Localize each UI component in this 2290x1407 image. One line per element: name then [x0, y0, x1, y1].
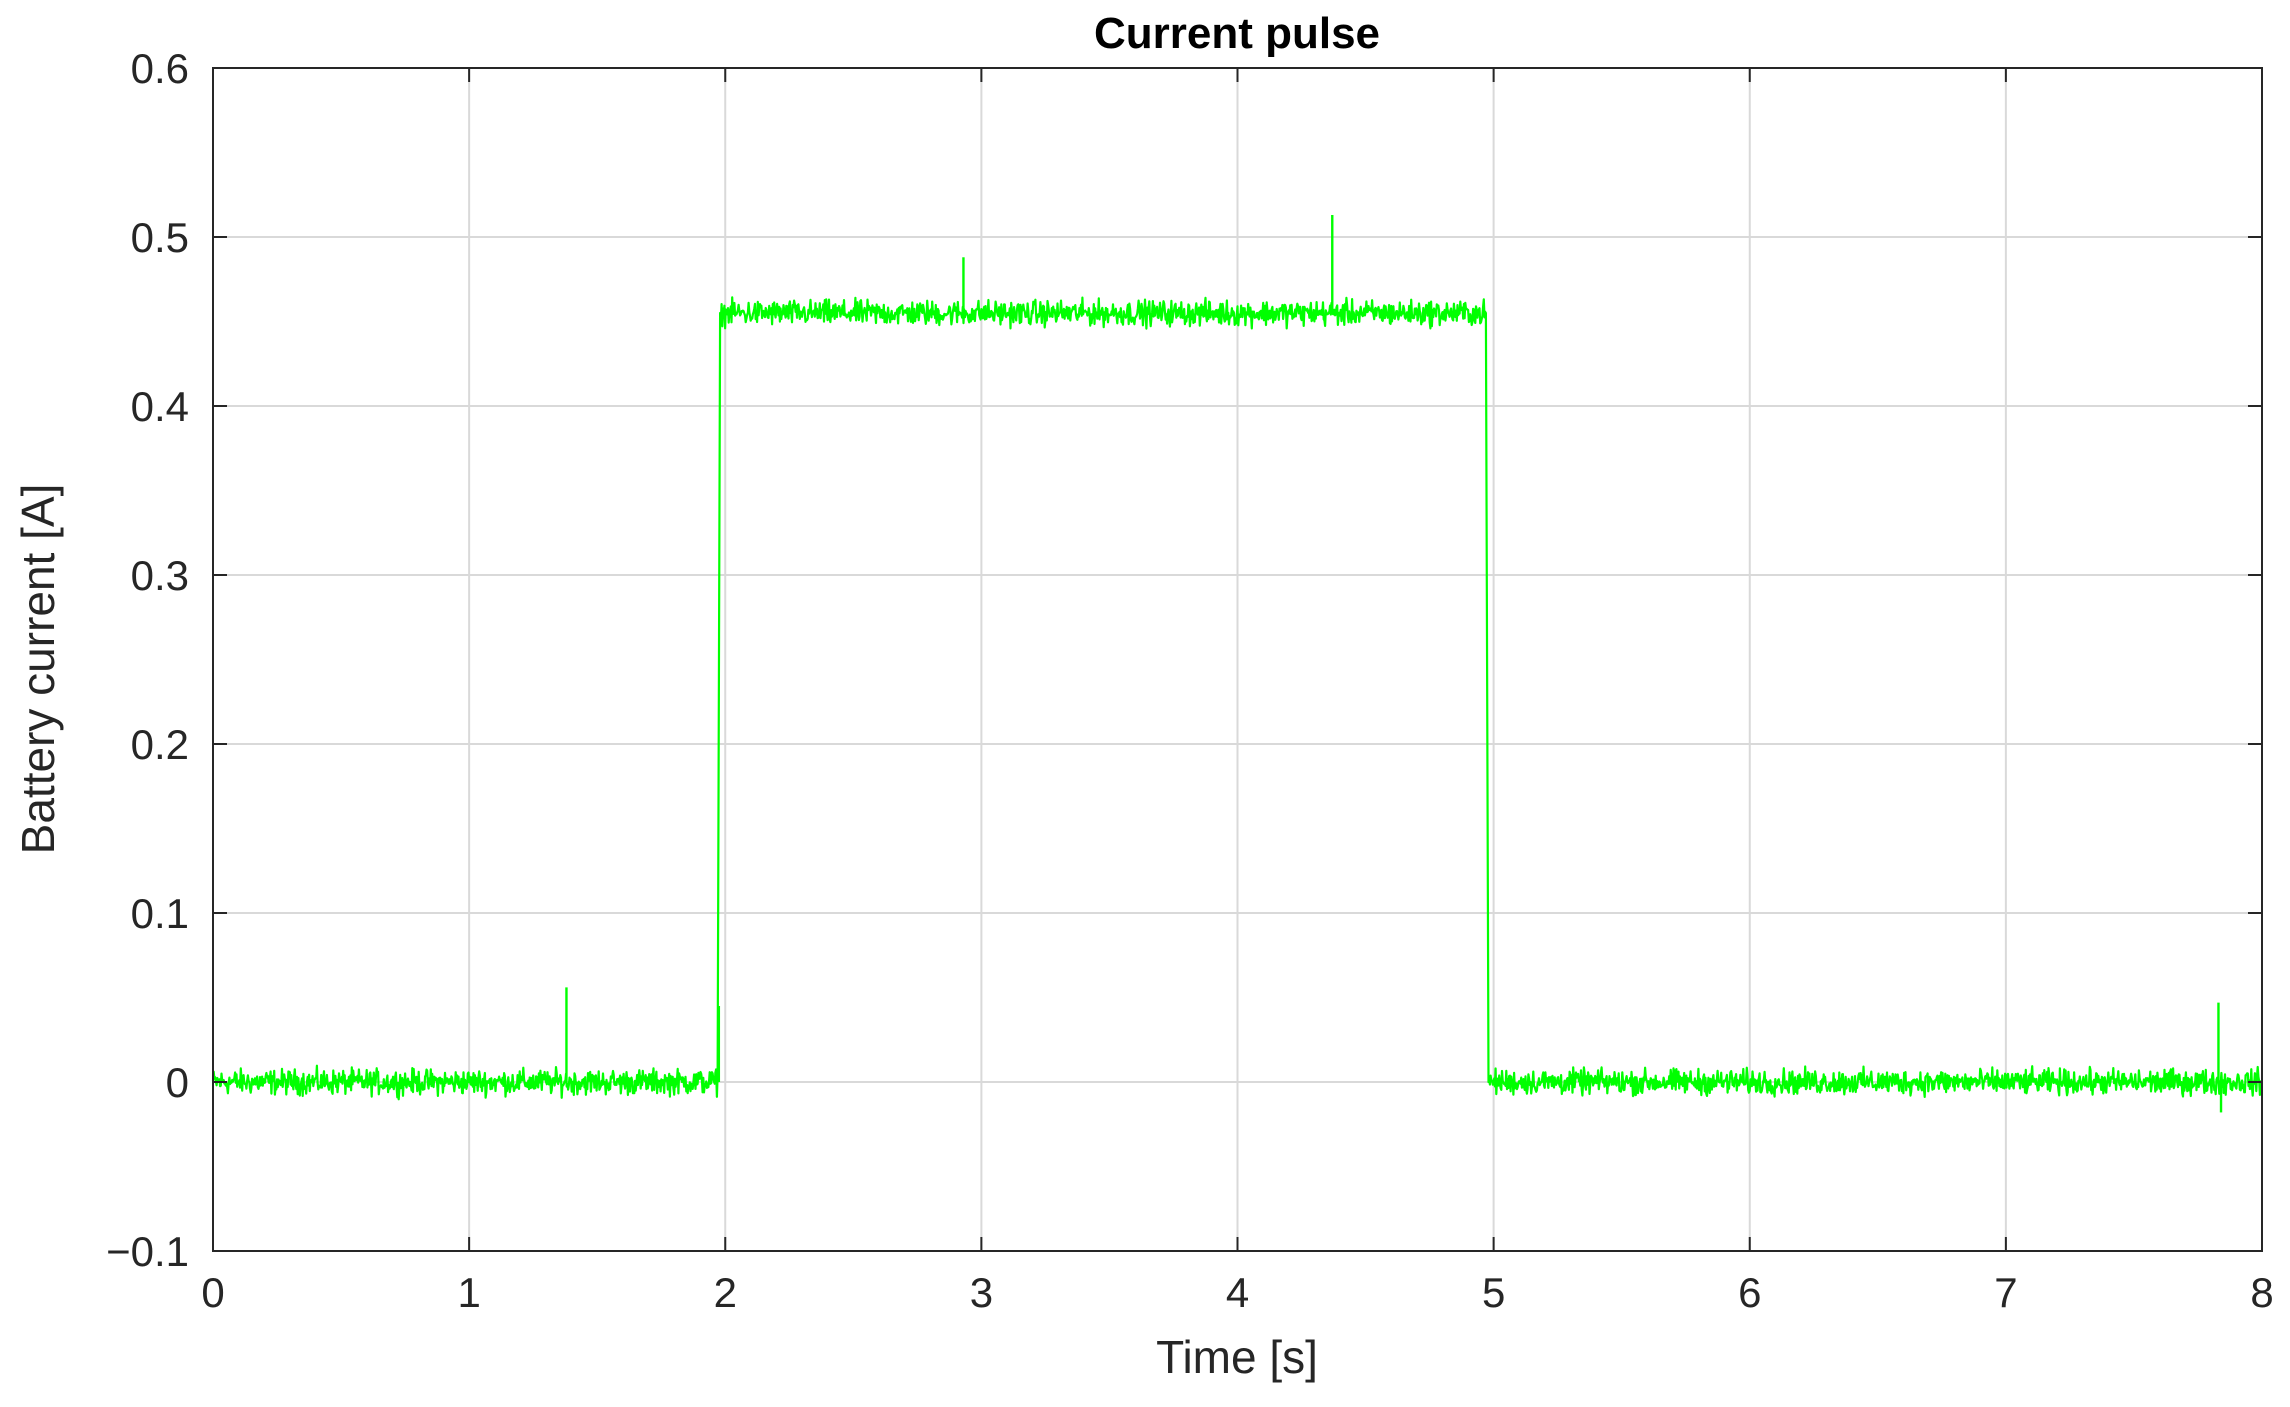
y-tick-label: 0.5 [131, 214, 189, 261]
x-tick-label: 4 [1226, 1269, 1249, 1316]
y-tick-label: 0.3 [131, 552, 189, 599]
series-layer [211, 215, 2264, 1113]
x-tick-label: 3 [970, 1269, 993, 1316]
axes-layer: 0 1 2 3 4 5 6 7 8 −0.1 0 0.1 0.2 0.3 0.4 0.5 0.6 [106, 45, 2274, 1316]
x-tick-label: 1 [457, 1269, 480, 1316]
chart-title: Current pulse [1094, 9, 1380, 58]
y-tick-label: 0.1 [131, 890, 189, 937]
y-tick-label: 0.4 [131, 383, 189, 430]
x-tick-label: 5 [1482, 1269, 1505, 1316]
y-tick-label: −0.1 [106, 1228, 189, 1275]
x-axis-label: Time [s] [1156, 1331, 1318, 1383]
x-tick-label: 0 [201, 1269, 224, 1316]
y-tick-label: 0.2 [131, 721, 189, 768]
x-tick-label: 8 [2250, 1269, 2273, 1316]
y-tick-label: 0.6 [131, 45, 189, 92]
x-tick-label: 7 [1994, 1269, 2017, 1316]
y-axis-label: Battery current [A] [12, 484, 64, 855]
series-line [211, 296, 2264, 1101]
x-tick-label: 2 [714, 1269, 737, 1316]
y-tick-label: 0 [166, 1059, 189, 1106]
x-tick-label: 6 [1738, 1269, 1761, 1316]
labels-layer: Current pulse Time [s] Battery current [… [12, 9, 1380, 1383]
